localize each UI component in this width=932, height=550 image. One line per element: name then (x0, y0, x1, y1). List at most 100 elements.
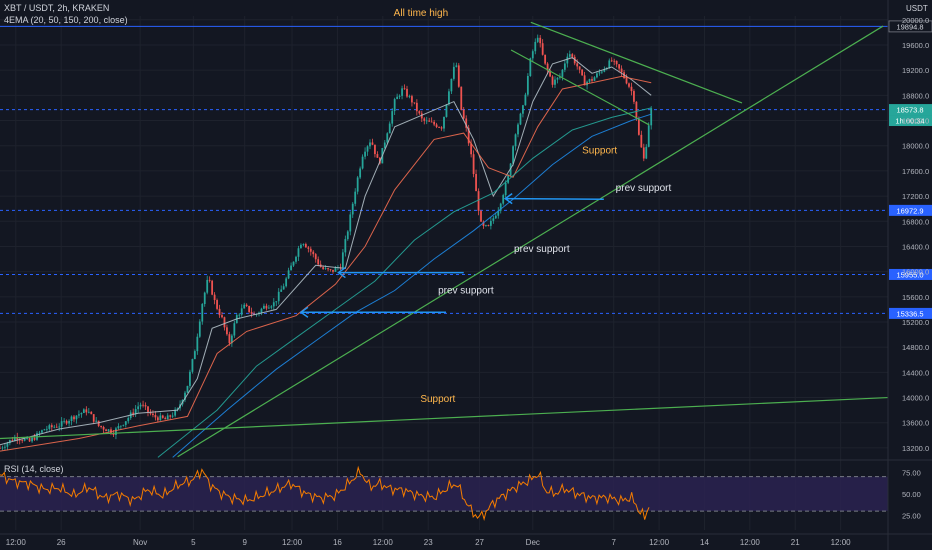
candle-body (115, 428, 117, 435)
candle-body (97, 420, 100, 426)
candle-body (85, 409, 88, 413)
rsi-line (0, 465, 650, 522)
candle-body (73, 416, 75, 420)
candle-body (166, 415, 169, 420)
candle-body (21, 440, 24, 441)
candle-body (95, 420, 98, 422)
price-tick-label: 13200.0 (902, 444, 929, 453)
rsi-tick-label: 25.00 (902, 511, 921, 520)
time-tick-label: 12:00 (282, 538, 303, 547)
candle-body (327, 268, 329, 270)
candle-body (618, 64, 621, 69)
candle-body (477, 191, 480, 211)
candle-body (349, 214, 352, 232)
candle-body (18, 439, 21, 441)
candle-body (650, 108, 653, 126)
candle-body (613, 60, 616, 62)
candle-body (68, 420, 70, 424)
candle-body (559, 76, 561, 78)
candle-body (435, 124, 438, 128)
candle-body (41, 430, 43, 433)
candle-body (423, 118, 426, 121)
candle-body (524, 94, 527, 106)
candle-body (127, 418, 130, 422)
candle-body (398, 95, 401, 97)
candle-body (218, 308, 221, 316)
candle-body (534, 41, 537, 52)
candle-body (499, 203, 502, 211)
ema50-line (0, 75, 652, 452)
candle-body (169, 415, 172, 417)
candle-body (4, 446, 6, 448)
candle-body (189, 371, 191, 386)
rsi-legend[interactable]: RSI (14, close) (4, 464, 64, 474)
price-tick-label: 19600.0 (902, 41, 929, 50)
candle-body (144, 405, 147, 407)
candle-body (285, 278, 288, 287)
time-tick-label: 7 (611, 538, 616, 547)
candle-body (376, 154, 379, 158)
ema20-line (0, 57, 652, 446)
candle-body (600, 71, 603, 73)
price-tick-label: 14000.0 (902, 394, 929, 403)
candle-body (230, 335, 233, 344)
ema150-line (157, 107, 652, 458)
candle-body (302, 244, 305, 245)
candle-body (105, 429, 107, 432)
candle-body (625, 78, 628, 84)
candle-body (8, 439, 11, 444)
candle-body (245, 304, 248, 306)
candle-body (472, 154, 475, 174)
candle-body (467, 127, 470, 144)
trend-lines[interactable] (0, 21, 889, 458)
candle-body (406, 88, 408, 97)
candle-body (33, 437, 36, 440)
candle-body (154, 415, 157, 418)
candle-body (637, 118, 640, 135)
time-tick-label: 12:00 (831, 538, 852, 547)
candle-body (561, 69, 564, 77)
chart-annotations[interactable]: All time high Support prev support prev sup… (394, 8, 672, 405)
time-tick-label: 12:00 (6, 538, 27, 547)
candle-body (411, 96, 413, 103)
candle-body (102, 427, 105, 430)
candle-body (396, 96, 399, 100)
candle-body (0, 447, 1, 449)
annotation-text: All time high (394, 8, 448, 19)
candle-body (374, 144, 376, 155)
grid-lines (0, 16, 888, 530)
price-label-box (889, 268, 932, 280)
candle-body (82, 409, 85, 413)
price-label: 16972.9 (896, 206, 923, 215)
candle-body (445, 104, 448, 117)
candle-body (480, 210, 482, 222)
candle-body (119, 425, 122, 427)
candle-body (448, 91, 450, 105)
candle-body (583, 75, 586, 86)
candle-body (156, 417, 159, 421)
candle-body (425, 120, 428, 122)
candle-body (438, 127, 440, 128)
candle-body (581, 69, 584, 76)
candle-body (482, 221, 485, 226)
symbol-legend[interactable]: XBT / USDT, 2h, KRAKEN (4, 3, 110, 13)
candle-body (43, 429, 46, 431)
annotation-text: Support (582, 145, 617, 156)
candle-body (393, 99, 396, 112)
candle-body (371, 142, 374, 145)
price-tick-label: 18000.0 (902, 142, 929, 151)
candle-body (531, 51, 534, 59)
candle-body (147, 406, 149, 412)
support-arrows[interactable] (299, 192, 604, 318)
ema-legend[interactable]: 4EMA (20, 50, 150, 200, close) (4, 15, 128, 25)
candle-body (45, 428, 48, 430)
candle-body (282, 286, 285, 290)
candle-body (334, 267, 337, 272)
candle-body (608, 60, 611, 69)
candle-body (92, 414, 95, 422)
candle-body (369, 142, 371, 147)
price-label: 18573.8 (896, 106, 923, 115)
candle-body (487, 225, 490, 226)
candle-body (541, 43, 544, 55)
